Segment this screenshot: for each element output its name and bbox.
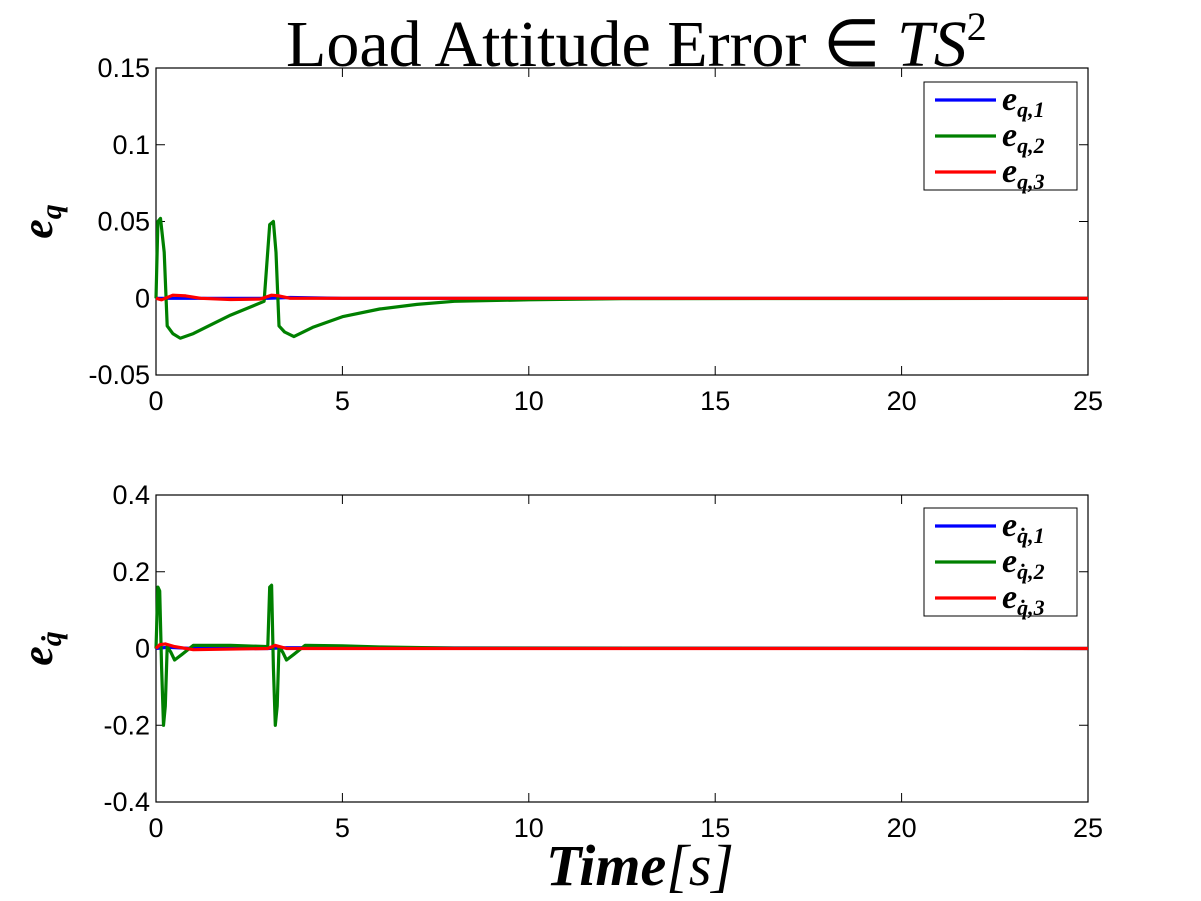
y-tick-label: -0.4 (103, 787, 150, 817)
y-tick-label: 0.4 (112, 480, 150, 510)
series-line-3 (154, 642, 1088, 652)
x-tick-label: 0 (148, 813, 163, 843)
panel-2: 0 5 10 15 20 25 -0.4 -0.2 0 0.2 0.4 eq̇ eq̇,1eq̇,2eq… (13, 480, 1103, 843)
y-axis-label: eq̇ (13, 631, 68, 666)
x-tick-label: 20 (887, 386, 917, 416)
x-tick-label: 20 (887, 813, 917, 843)
y-tick-label: 0.1 (112, 130, 150, 160)
y-tick-label: 0 (135, 634, 150, 664)
chart-title: Load Attitude Error ∈ TS2 (286, 4, 987, 81)
legend: eq̇,1eq̇,2eq̇,3 (923, 507, 1078, 620)
x-tick-label: 5 (335, 386, 350, 416)
x-tick-label: 5 (335, 813, 350, 843)
x-tick-label: 25 (1073, 813, 1103, 843)
x-tick-label: 15 (700, 386, 730, 416)
legend-entry-1: eq̇,1 (1002, 507, 1045, 548)
series-line-2 (154, 216, 1089, 340)
legend-entry-1: eq,1 (1002, 81, 1045, 122)
x-axis-label: Time[s] (546, 833, 734, 898)
y-tick-label: 0.05 (97, 207, 150, 237)
x-tick-label: 10 (514, 813, 544, 843)
legend-entry-3: eq,3 (1002, 153, 1045, 194)
y-tick-label: -0.2 (103, 710, 150, 740)
panel-1: 0 5 10 15 20 25-0.0500.050.10.15eqeq,1eq,2eq,… (13, 53, 1103, 416)
y-tick-label: 0.15 (97, 53, 150, 83)
legend-entry-2: eq,2 (1002, 117, 1045, 158)
legend-entry-2: eq̇,2 (1002, 543, 1045, 584)
y-tick-label: -0.05 (88, 360, 150, 390)
x-tick-label: 10 (514, 386, 544, 416)
x-tick-label: 0 (148, 386, 163, 416)
x-tick-label: 25 (1073, 386, 1103, 416)
series-line-3 (155, 293, 1088, 302)
legend-entry-3: eq̇,3 (1002, 579, 1045, 620)
x-tick-label: 15 (700, 813, 730, 843)
y-axis-label: eq (13, 204, 68, 239)
y-tick-label: 0.2 (112, 557, 150, 587)
legend: eq,1eq,2eq,3 (923, 81, 1078, 194)
y-tick-label: 0 (135, 283, 150, 313)
